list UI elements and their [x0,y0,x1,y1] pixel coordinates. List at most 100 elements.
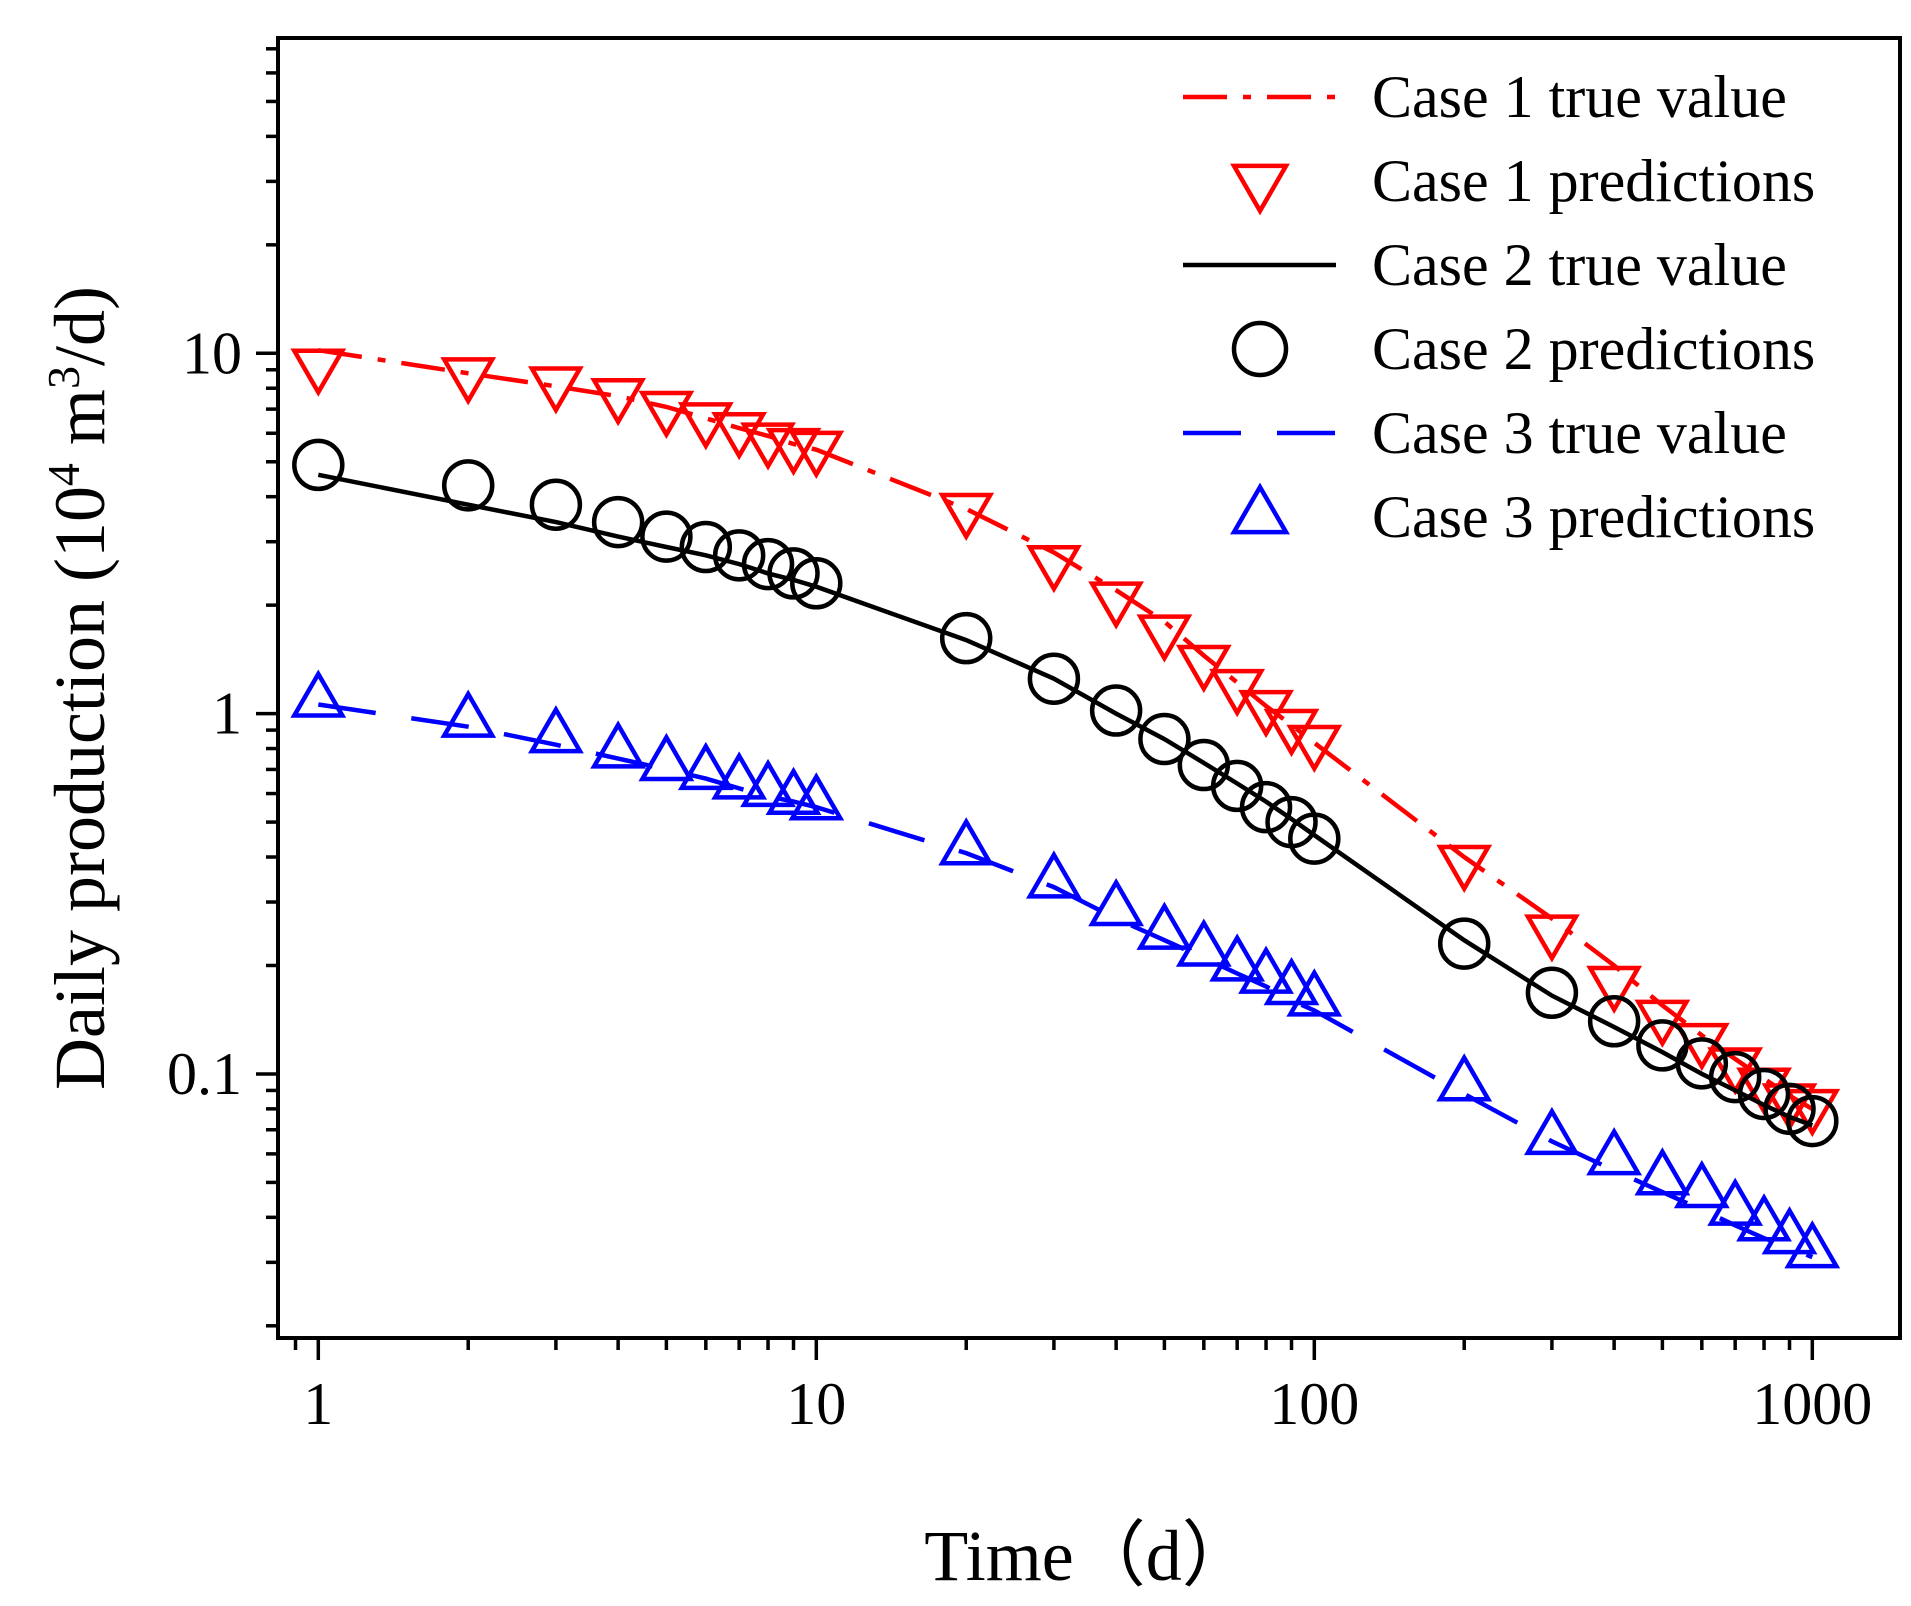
legend-item-5: Case 3 true value [1183,400,1787,466]
data-point [1286,968,1343,1017]
y-axis-title-main: Daily production (10 [40,486,120,1090]
x-tick-label: 1 [303,1371,333,1437]
x-tick-label: 1000 [1752,1371,1872,1437]
data-point [638,390,695,439]
data-point [938,492,995,541]
y-tick-label: 10 [182,320,242,386]
data-point [1027,652,1081,705]
legend-item-3: Case 2 true value [1183,232,1787,298]
legend-item-4: Case 2 predictions [1231,316,1815,382]
legend-label: Case 1 predictions [1372,148,1815,214]
data-point [1026,850,1082,899]
data-point [939,611,993,665]
legend-label: Case 3 true value [1372,400,1787,466]
legend-marker-sample [1230,163,1290,216]
y-axis-title-end: /d) [40,286,120,366]
data-point [1675,1037,1729,1090]
data-point [1263,708,1320,758]
data-point [1587,995,1641,1048]
data-point [1136,901,1193,950]
data-point [1138,712,1191,766]
data-point [1737,1067,1791,1121]
data-point [1175,644,1232,694]
data-point [1736,1193,1792,1242]
data-point [1786,1094,1839,1148]
data-point [1634,1147,1691,1196]
data-point [1026,544,1082,594]
data-point [1136,614,1193,663]
data-point [790,557,843,610]
data-point [679,520,733,574]
data-point [1707,1177,1764,1226]
data-point [1784,1088,1841,1138]
y-axis-title-mid: m [40,389,120,463]
data-point [292,438,345,492]
legend-item-2: Case 1 predictions [1230,148,1815,216]
data-point [1175,918,1232,967]
legend-label: Case 2 predictions [1372,316,1815,382]
legend-label: Case 2 true value [1372,232,1787,298]
data-point [1089,684,1143,737]
data-point [1436,844,1493,894]
data-point [1239,780,1293,834]
series-6 [290,669,1841,1269]
data-point [528,366,584,415]
y-axis-title-sup1: 4 [38,463,89,486]
data-point [590,720,647,769]
data-point [765,427,822,477]
data-point [1088,877,1145,927]
data-point [1673,1160,1730,1209]
data-point [712,529,766,582]
data-point [938,817,995,866]
legend: Case 1 true value Case 1 predictions Case … [1183,64,1815,550]
data-point [788,430,845,479]
axis-layer: 1 10 100 1000 0.1 1 10 [167,47,1872,1437]
data-point [1761,1206,1818,1255]
y-axis-title: Daily production (104 m3/d) [38,286,121,1090]
data-point [1286,724,1343,774]
x-tick-label: 100 [1269,1371,1359,1437]
data-point [1784,1220,1841,1269]
y-tick-label: 0.1 [167,1041,242,1107]
data-point [1525,966,1579,1020]
legend-label: Case 1 true value [1372,64,1787,130]
data-point [1708,1050,1762,1104]
data-point [1288,812,1341,865]
data-point [290,669,347,718]
data-point [1238,945,1294,994]
data-point [767,547,820,600]
data-point [441,459,495,512]
data-point [1586,1127,1643,1176]
y-axis-title-sup2: 3 [38,366,89,389]
legend-item-1: Case 1 true value [1183,64,1787,130]
series-2 [290,348,1841,1138]
data-point [1209,933,1266,982]
data-point [440,689,497,738]
data-point [638,732,695,782]
data-point [1088,581,1145,630]
data-point [788,772,845,821]
legend-item-6: Case 3 predictions [1230,482,1815,550]
x-axis-title: Time（d） [924,1516,1253,1596]
plot-area-frame [276,36,1902,1340]
data-point [591,495,645,549]
data-point [677,402,734,451]
data-point [1524,914,1580,963]
x-tick-label: 10 [786,1371,846,1437]
data-point [528,705,584,754]
data-point [740,758,796,808]
data-point [1586,965,1643,1015]
plot-layer [290,347,1841,1269]
series-4 [292,438,1839,1148]
data-point [711,751,768,800]
data-point [677,741,734,791]
data-point [440,357,497,406]
data-point [741,537,795,591]
data-point [1436,1053,1493,1102]
legend-label: Case 3 predictions [1372,484,1815,550]
data-point [590,378,647,427]
y-tick-label: 1 [212,681,242,747]
data-point [1263,956,1320,1006]
